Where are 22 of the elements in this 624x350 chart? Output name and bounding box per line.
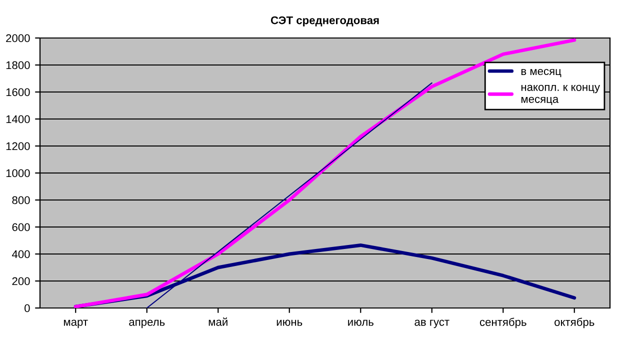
y-tick-label: 0	[24, 304, 30, 312]
y-tick-label: 400	[12, 250, 30, 258]
x-tick-label: сентябрь	[480, 318, 526, 328]
y-tick-label: 1000	[6, 169, 30, 178]
y-tick-label: 2000	[6, 34, 30, 42]
y-tick-label: 200	[12, 277, 30, 286]
y-tick-label: 1400	[6, 115, 30, 124]
legend-label: в месяц	[521, 68, 562, 78]
x-tick-label: март	[64, 320, 88, 328]
x-tick-label: ав густ	[414, 320, 450, 328]
x-tick-label: октябрь	[554, 318, 594, 328]
x-tick-label: июнь	[276, 320, 302, 326]
y-tick-label: 1600	[6, 88, 30, 96]
x-tick-label: май	[208, 318, 228, 326]
x-tick-label: апрель	[129, 320, 165, 328]
legend-label: накопл. к концу месяца	[521, 84, 600, 106]
chart-title: СЭТ среднегодовая	[270, 16, 379, 26]
y-tick-label: 600	[12, 223, 30, 232]
y-tick-label: 800	[12, 196, 30, 204]
x-tick-label: июль	[348, 320, 374, 326]
y-tick-label: 1800	[6, 61, 30, 70]
y-tick-label: 1200	[6, 142, 30, 150]
